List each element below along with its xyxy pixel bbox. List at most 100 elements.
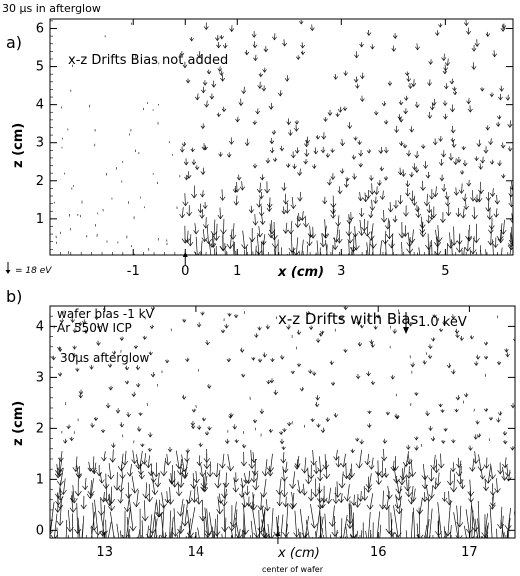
drift-vector-58: [83, 329, 89, 334]
drift-vector-184: [259, 174, 265, 181]
drift-vector-164: [148, 351, 153, 356]
drift-vector-514: [394, 413, 399, 419]
drift-vector-156: [244, 49, 250, 56]
drift-vector-285: [233, 472, 239, 483]
drift-vector-294: [243, 534, 245, 538]
drift-vector-351: [387, 80, 393, 86]
drift-vector-343: [384, 218, 391, 230]
drift-vector-592: [444, 499, 452, 537]
drift-vector-614: [455, 333, 460, 339]
drift-vector-225: [193, 470, 200, 484]
drift-vector-311: [353, 76, 359, 83]
drift-vector-603: [463, 525, 467, 538]
drift-vector-681: [505, 352, 510, 358]
drift-vector-126: [219, 232, 227, 252]
drift-vector-146: [135, 365, 141, 371]
drift-vector-522: [399, 508, 402, 538]
drift-vector-519: [494, 194, 500, 205]
drift-vector-324: [369, 183, 376, 195]
drift-vector-185: [265, 157, 271, 164]
drift-vector-173: [154, 472, 161, 488]
drift-vector-440: [441, 184, 447, 192]
drift-vector-437: [445, 205, 452, 217]
drift-vector-269: [225, 438, 230, 444]
drift-vector-654: [484, 408, 489, 413]
drift-vector-477: [462, 160, 468, 167]
drift-vector-54: [76, 466, 83, 479]
panel-a-scale-label: = 18 eV: [15, 266, 52, 276]
drift-vector-184: [167, 487, 175, 505]
drift-vector-152: [248, 205, 254, 214]
drift-vector-128: [219, 189, 226, 201]
drift-vector-129: [126, 412, 131, 418]
drift-vector-523: [495, 121, 501, 127]
drift-vector-176: [262, 240, 264, 255]
drift-vector-420: [323, 460, 331, 480]
drift-vector-431: [438, 23, 443, 28]
drift-vector-491: [376, 314, 381, 319]
drift-vector-286: [345, 222, 352, 237]
drift-vector-337: [270, 357, 275, 363]
drift-vector-429: [431, 98, 437, 106]
drift-vector-99: [111, 442, 116, 449]
drift-vector-304: [358, 162, 363, 168]
drift-vector-524: [497, 115, 502, 120]
y-tick-label-5: 5: [36, 60, 44, 75]
drift-vector-229: [294, 120, 299, 125]
drift-vector-466: [362, 522, 364, 538]
drift-vector-26: [66, 424, 71, 430]
drift-vector-534: [407, 485, 415, 505]
drift-vector-320: [252, 419, 258, 424]
drift-vector-121: [216, 41, 221, 49]
drift-vector-660: [501, 515, 504, 538]
drift-vector-186: [261, 85, 267, 92]
drift-vector-457: [450, 226, 458, 246]
drift-vector-489: [476, 190, 483, 203]
drift-vector-147: [229, 25, 235, 33]
drift-vector-230: [201, 417, 207, 422]
drift-vector-165: [256, 182, 263, 194]
drift-vector-37: [69, 491, 76, 503]
drift-vector-53: [82, 477, 89, 491]
drift-vector-364: [397, 114, 403, 121]
drift-vector-199: [268, 102, 274, 110]
drift-vector-213: [286, 118, 292, 126]
drift-vector-388: [301, 457, 308, 474]
drift-vector-442: [441, 150, 447, 158]
drift-vector-241: [206, 461, 214, 478]
drift-vector-112: [119, 422, 125, 428]
drift-vector-13: [65, 519, 68, 538]
drift-vector-196: [269, 147, 275, 154]
drift-vector-295: [243, 528, 246, 538]
drift-vector-204: [186, 509, 194, 538]
drift-vector-493: [376, 511, 381, 538]
drift-vector-449: [357, 536, 359, 538]
drift-vector-322: [257, 358, 263, 363]
drift-vector-608: [455, 460, 463, 477]
drift-vector-88: [96, 325, 101, 330]
drift-vector-411: [316, 338, 321, 343]
drift-vector-143: [136, 426, 142, 432]
drift-vector-313: [359, 42, 364, 48]
drift-vector-330: [260, 478, 268, 498]
drift-vector-466: [452, 86, 457, 92]
drift-vector-550: [416, 497, 424, 515]
drift-vector-441: [448, 153, 454, 161]
drift-vector-115: [124, 365, 130, 371]
drift-vector-526: [499, 85, 504, 92]
drift-vector-137: [142, 482, 150, 499]
drift-vector-602: [451, 314, 456, 320]
drift-vector-175: [261, 242, 263, 255]
drift-vector-365: [286, 324, 291, 330]
drift-vector-188: [263, 46, 269, 53]
drift-vector-95: [108, 486, 116, 505]
drift-vector-189: [274, 248, 276, 255]
drift-vector-625: [468, 445, 473, 451]
drift-vector-292: [239, 347, 245, 353]
drift-vector-133: [222, 43, 228, 49]
drift-vector-105: [121, 510, 129, 538]
x-tick-label--1: -1: [127, 264, 140, 279]
drift-vector-57: [78, 389, 84, 395]
drift-vector-79: [97, 497, 105, 516]
drift-vector-199: [175, 450, 183, 470]
